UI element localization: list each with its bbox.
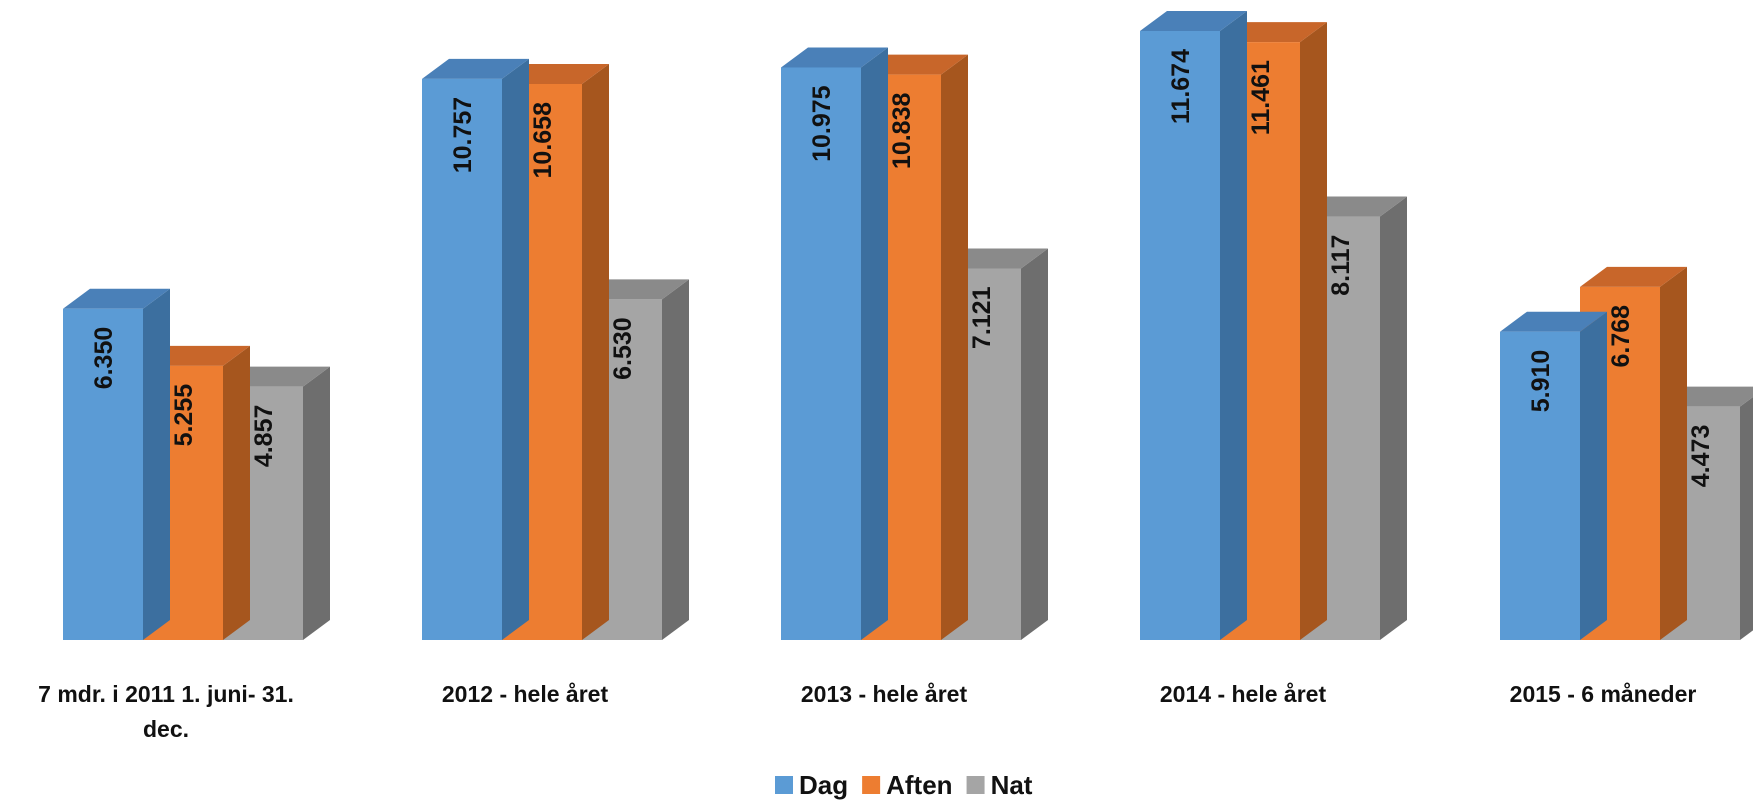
bar-side	[1580, 311, 1607, 640]
legend-swatch-aften	[862, 776, 881, 794]
bar-front	[1500, 331, 1580, 640]
legend-item-aften: Aften	[862, 770, 953, 800]
legend-label-aften: Aften	[886, 770, 952, 800]
bar-top	[781, 47, 888, 68]
legend-label-dag: Dag	[799, 770, 848, 800]
legend-item-nat: Nat	[966, 770, 1033, 800]
value-labels-layer: 6.350 5.255 4.857 10.757 10.658 6.530 10.975 10…	[90, 49, 1715, 487]
value-label-dag-4: 5.910	[1527, 350, 1555, 413]
bar-side	[861, 47, 888, 640]
value-label-aften-4: 6.768	[1607, 305, 1635, 368]
bar-dag-2	[781, 47, 888, 640]
bar-side	[223, 345, 250, 640]
value-label-nat-3: 8.117	[1327, 235, 1355, 296]
bar-top	[1140, 11, 1247, 31]
category-label-2: 2013 - hele året	[801, 681, 968, 707]
value-label-dag-3: 11.674	[1167, 49, 1195, 124]
legend-swatch-dag	[775, 776, 793, 794]
value-label-nat-2: 7.121	[968, 286, 996, 349]
value-label-nat-0: 4.857	[250, 405, 278, 468]
value-label-nat-1: 6.530	[609, 317, 637, 380]
bar-side	[1220, 11, 1247, 640]
bar-side	[941, 54, 968, 640]
category-label-1: 2012 - hele året	[442, 681, 609, 707]
bar-side	[1740, 397, 1753, 640]
value-label-dag-2: 10.975	[808, 85, 836, 162]
bar-side	[303, 366, 330, 640]
category-label-4: 2015 - 6 måneder	[1510, 681, 1697, 707]
bar-dag-4	[1500, 311, 1607, 640]
bar-side	[502, 58, 529, 640]
value-label-dag-1: 10.757	[449, 97, 477, 173]
bar-front	[422, 78, 502, 640]
category-labels-layer: 7 mdr. i 2011 1. juni- 31. dec. 2012 - hel…	[38, 681, 1696, 742]
bar-dag-0	[63, 288, 170, 640]
category-label-0-line-1: dec.	[143, 716, 189, 742]
value-label-dag-0: 6.350	[90, 327, 118, 390]
bar-front	[781, 67, 861, 640]
bar-front	[63, 308, 143, 640]
category-label-0-line-0: 7 mdr. i 2011 1. juni- 31.	[38, 681, 294, 707]
bar-top	[1500, 311, 1607, 332]
bar-side	[1380, 196, 1407, 640]
bar-side	[582, 64, 609, 640]
bar-side	[1660, 266, 1687, 640]
bar-top	[1580, 266, 1687, 287]
bar-dag-1	[422, 58, 529, 640]
legend: Dag Aften Nat	[775, 770, 1033, 800]
legend-label-nat: Nat	[991, 770, 1033, 800]
value-label-aften-0: 5.255	[170, 384, 198, 447]
legend-item-dag: Dag	[775, 770, 848, 800]
value-label-aften-1: 10.658	[529, 102, 557, 179]
bar-front	[1140, 31, 1220, 640]
legend-swatch-nat	[966, 776, 985, 794]
category-label-3: 2014 - hele året	[1160, 681, 1327, 707]
bar-side	[143, 288, 170, 640]
value-label-nat-4: 4.473	[1687, 425, 1715, 488]
bar-top	[422, 58, 529, 79]
bar-side	[1021, 248, 1048, 640]
value-label-aften-2: 10.838	[888, 93, 916, 170]
bar-side	[1300, 22, 1327, 640]
value-label-aften-3: 11.461	[1247, 60, 1275, 135]
bar-top	[63, 288, 170, 309]
bars-layer	[63, 11, 1753, 640]
bar-dag-3	[1140, 11, 1247, 640]
bar-side	[662, 279, 689, 640]
